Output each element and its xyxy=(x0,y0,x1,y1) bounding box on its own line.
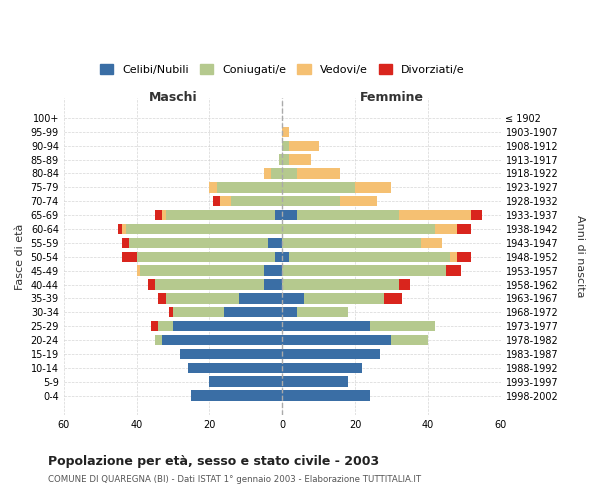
Bar xyxy=(391,335,428,345)
Bar xyxy=(304,293,384,304)
Bar xyxy=(220,196,231,206)
Bar xyxy=(191,390,282,400)
Text: COMUNE DI QUAREGNA (BI) - Dati ISTAT 1° gennaio 2003 - Elaborazione TUTTITALIA.I: COMUNE DI QUAREGNA (BI) - Dati ISTAT 1° … xyxy=(48,475,421,484)
Bar xyxy=(122,224,125,234)
Bar xyxy=(155,335,162,345)
Bar xyxy=(282,293,304,304)
Bar xyxy=(231,196,282,206)
Bar xyxy=(209,376,282,387)
Bar xyxy=(271,168,282,178)
Bar xyxy=(297,168,340,178)
Bar xyxy=(217,182,282,192)
Bar xyxy=(282,140,289,151)
Bar xyxy=(151,321,158,332)
Bar xyxy=(158,293,166,304)
Text: Popolazione per età, sesso e stato civile - 2003: Popolazione per età, sesso e stato civil… xyxy=(48,455,379,468)
Bar xyxy=(140,266,264,276)
Bar xyxy=(398,210,472,220)
Bar xyxy=(125,224,282,234)
Bar xyxy=(282,321,370,332)
Bar xyxy=(173,321,282,332)
Bar xyxy=(169,307,173,318)
Bar xyxy=(282,168,297,178)
Text: Femmine: Femmine xyxy=(359,91,424,104)
Bar xyxy=(421,238,442,248)
Bar xyxy=(148,280,155,289)
Bar xyxy=(446,266,461,276)
Bar xyxy=(162,335,282,345)
Bar xyxy=(282,266,446,276)
Bar xyxy=(289,252,449,262)
Bar xyxy=(435,224,457,234)
Bar xyxy=(282,348,380,359)
Bar xyxy=(122,238,130,248)
Bar xyxy=(282,362,362,373)
Bar xyxy=(188,362,282,373)
Bar xyxy=(264,266,282,276)
Bar xyxy=(398,280,410,289)
Bar xyxy=(355,182,391,192)
Bar xyxy=(166,293,239,304)
Bar xyxy=(118,224,122,234)
Bar xyxy=(130,238,268,248)
Bar xyxy=(166,210,275,220)
Bar xyxy=(173,307,224,318)
Legend: Celibi/Nubili, Coniugati/e, Vedovi/e, Divorziati/e: Celibi/Nubili, Coniugati/e, Vedovi/e, Di… xyxy=(95,60,469,79)
Bar xyxy=(264,168,271,178)
Bar xyxy=(370,321,435,332)
Bar xyxy=(472,210,482,220)
Bar xyxy=(282,335,391,345)
Bar xyxy=(282,224,435,234)
Bar xyxy=(282,238,421,248)
Bar xyxy=(282,390,370,400)
Bar xyxy=(297,210,398,220)
Bar xyxy=(278,154,282,165)
Bar xyxy=(224,307,282,318)
Bar xyxy=(275,252,282,262)
Bar xyxy=(264,280,282,289)
Bar xyxy=(282,154,289,165)
Bar xyxy=(122,252,137,262)
Bar xyxy=(297,307,348,318)
Bar xyxy=(282,280,398,289)
Bar xyxy=(155,210,162,220)
Bar xyxy=(137,252,275,262)
Bar xyxy=(282,307,297,318)
Bar xyxy=(340,196,377,206)
Y-axis label: Fasce di età: Fasce di età xyxy=(15,224,25,290)
Bar xyxy=(449,252,457,262)
Bar xyxy=(239,293,282,304)
Bar xyxy=(282,182,355,192)
Bar xyxy=(162,210,166,220)
Bar xyxy=(282,210,297,220)
Bar xyxy=(384,293,403,304)
Bar xyxy=(213,196,220,206)
Bar xyxy=(209,182,217,192)
Bar xyxy=(282,376,348,387)
Bar xyxy=(282,252,289,262)
Y-axis label: Anni di nascita: Anni di nascita xyxy=(575,216,585,298)
Bar xyxy=(457,224,472,234)
Bar xyxy=(289,154,311,165)
Bar xyxy=(289,140,319,151)
Bar xyxy=(275,210,282,220)
Bar xyxy=(180,348,282,359)
Bar xyxy=(155,280,264,289)
Text: Maschi: Maschi xyxy=(149,91,197,104)
Bar xyxy=(282,126,289,137)
Bar xyxy=(137,266,140,276)
Bar xyxy=(282,196,340,206)
Bar xyxy=(457,252,472,262)
Bar xyxy=(268,238,282,248)
Bar xyxy=(158,321,173,332)
